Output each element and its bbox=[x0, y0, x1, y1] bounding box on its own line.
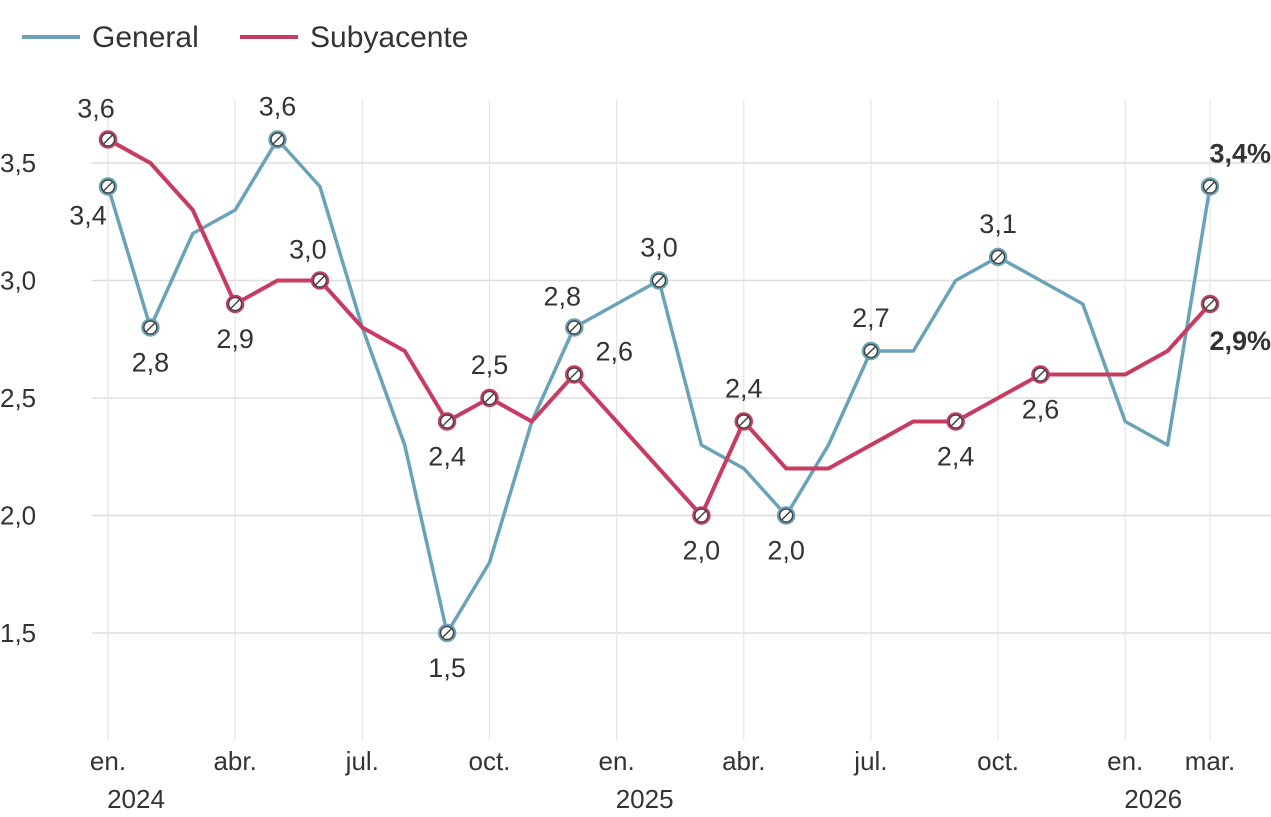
data-label-subyacente: 2,6 bbox=[595, 337, 633, 367]
data-point-general bbox=[778, 508, 794, 524]
y-tick-label: 1,5 bbox=[0, 618, 36, 648]
data-label-general: 1,5 bbox=[428, 653, 466, 683]
data-point-subyacente bbox=[1202, 296, 1218, 312]
data-point-subyacente bbox=[439, 414, 455, 430]
data-point-subyacente bbox=[227, 296, 243, 312]
x-tick-label: en. bbox=[599, 746, 635, 776]
legend-label-subyacente: Subyacente bbox=[310, 21, 468, 54]
legend-label-general: General bbox=[92, 21, 199, 54]
x-tick-year-label: 2024 bbox=[107, 784, 165, 814]
x-tick-label: en. bbox=[90, 746, 126, 776]
data-label-general: 2,0 bbox=[767, 536, 805, 566]
x-tick-label: abr. bbox=[722, 746, 765, 776]
data-label-subyacente: 2,4 bbox=[725, 374, 763, 404]
data-label-subyacente: 2,6 bbox=[1022, 395, 1060, 425]
x-tick-label: abr. bbox=[213, 746, 256, 776]
x-tick-year-label: 2025 bbox=[616, 784, 674, 814]
x-tick-label: oct. bbox=[469, 746, 511, 776]
y-axis: 1,5 2,0 2,5 3,0 3,5 bbox=[0, 148, 36, 648]
data-point-general bbox=[270, 132, 286, 148]
data-label-subyacente: 2,4 bbox=[428, 442, 466, 472]
data-label-general: 3,6 bbox=[259, 92, 297, 122]
y-tick-label: 3,5 bbox=[0, 148, 36, 178]
data-labels: 3,4 2,8 3,6 1,5 2,8 3,0 2,0 2,7 3,1 3,4% 3,6 2,9 3,0… bbox=[69, 92, 1271, 684]
data-point-subyacente bbox=[566, 367, 582, 383]
data-label-subyacente: 3,0 bbox=[289, 235, 327, 265]
data-label-subyacente: 2,5 bbox=[471, 350, 509, 380]
x-axis: en. 2024 abr. jul. oct. en. 2025 abr. jul. oct. en… bbox=[90, 746, 1235, 814]
x-tick-label: jul. bbox=[853, 746, 887, 776]
data-label-subyacente: 2,9% bbox=[1209, 326, 1271, 356]
y-tick-label: 2,5 bbox=[0, 383, 36, 413]
data-label-general: 3,4 bbox=[69, 201, 107, 231]
x-tick-label: oct. bbox=[977, 746, 1019, 776]
data-point-general bbox=[651, 273, 667, 289]
data-point-general bbox=[1202, 179, 1218, 195]
data-label-subyacente: 2,0 bbox=[683, 536, 721, 566]
data-point-general bbox=[990, 249, 1006, 265]
data-point-general bbox=[100, 179, 116, 195]
data-point-subyacente bbox=[948, 414, 964, 430]
x-tick-year-label: 2026 bbox=[1124, 784, 1182, 814]
series-line-subyacente bbox=[108, 140, 1210, 516]
data-label-subyacente: 2,9 bbox=[216, 324, 254, 354]
series-lines bbox=[108, 140, 1210, 634]
y-tick-label: 2,0 bbox=[0, 501, 36, 531]
data-label-general: 2,7 bbox=[852, 303, 890, 333]
data-point-subyacente bbox=[693, 508, 709, 524]
y-tick-label: 3,0 bbox=[0, 266, 36, 296]
data-label-general: 3,0 bbox=[640, 233, 678, 263]
data-point-general bbox=[566, 320, 582, 336]
data-point-subyacente bbox=[481, 390, 497, 406]
series-line-general bbox=[108, 140, 1210, 634]
data-label-general: 2,8 bbox=[543, 282, 581, 312]
data-point-general bbox=[863, 343, 879, 359]
data-label-general: 3,4% bbox=[1209, 139, 1271, 169]
data-label-subyacente: 2,4 bbox=[937, 442, 975, 472]
data-point-subyacente bbox=[736, 414, 752, 430]
data-point-subyacente bbox=[100, 132, 116, 148]
data-label-subyacente: 3,6 bbox=[77, 94, 115, 124]
data-markers bbox=[100, 132, 1218, 642]
data-label-general: 3,1 bbox=[979, 209, 1017, 239]
data-label-general: 2,8 bbox=[132, 348, 170, 378]
data-point-general bbox=[439, 625, 455, 641]
legend: General Subyacente bbox=[22, 21, 468, 54]
data-point-subyacente bbox=[312, 273, 328, 289]
x-tick-label: jul. bbox=[345, 746, 379, 776]
data-point-subyacente bbox=[1032, 367, 1048, 383]
x-tick-label: mar. bbox=[1185, 746, 1236, 776]
x-tick-label: en. bbox=[1107, 746, 1143, 776]
grid bbox=[92, 100, 1271, 740]
data-point-general bbox=[142, 320, 158, 336]
